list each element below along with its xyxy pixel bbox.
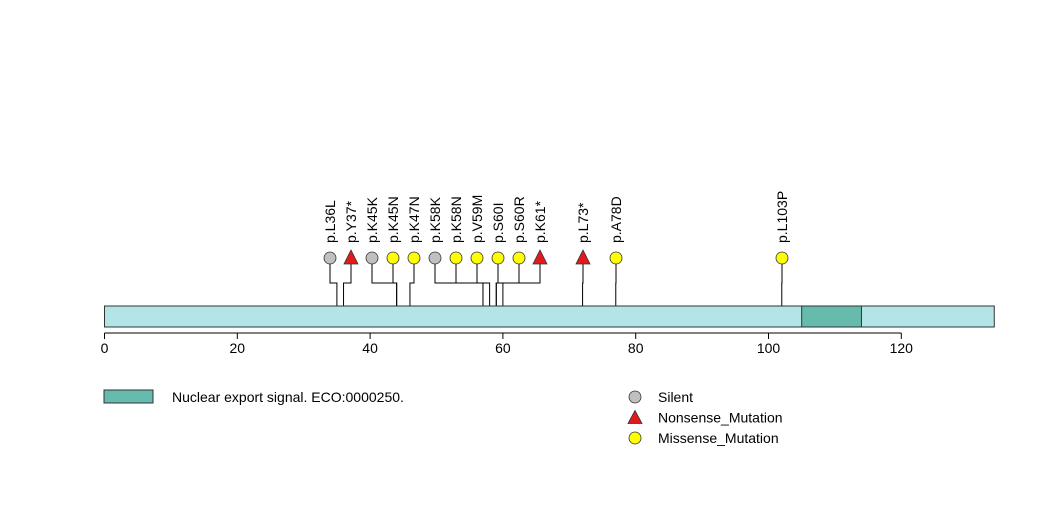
mutation-label-11: p.L73* [575, 202, 591, 243]
x-axis: 0 20 40 60 80 100 120 [101, 332, 914, 356]
x-tick-label-20: 20 [230, 340, 246, 356]
mutation-marker-1 [343, 249, 359, 265]
legend-type-marker-2 [628, 431, 642, 445]
mutation-marker-7 [470, 251, 484, 265]
mutation-marker-5 [428, 251, 442, 265]
mutation-label-12: p.A78D [608, 196, 624, 243]
mutation-marker-8 [491, 251, 505, 265]
mutation-label-10: p.K61* [532, 200, 548, 243]
legend-type-label-1: Nonsense_Mutation [658, 410, 783, 426]
mutation-label-6: p.K58N [448, 196, 464, 243]
mutation-label-5: p.K58K [427, 196, 443, 243]
mutation-stems [329, 258, 783, 306]
x-tick-label-80: 80 [628, 340, 644, 356]
protein-backbone-group [104, 305, 995, 328]
mutation-label-0: p.L36L [322, 200, 338, 243]
mutation-marker-4 [407, 251, 421, 265]
x-tick-label-100: 100 [757, 340, 781, 356]
mutation-label-9: p.S60R [511, 196, 527, 243]
mutation-stem-7 [476, 258, 491, 306]
x-tick-label-40: 40 [362, 340, 378, 356]
mutation-stem-10 [502, 258, 541, 306]
mutation-markers [323, 249, 789, 265]
mutation-labels: p.L36L p.Y37* p.K45K p.K45N p.K47N p.K58K p.K5… [322, 191, 790, 243]
legend-type-label-0: Silent [658, 389, 693, 405]
mutation-label-4: p.K47N [406, 196, 422, 243]
mutation-marker-3 [386, 251, 400, 265]
mutation-marker-11 [575, 249, 591, 265]
legend-type-marker-1 [627, 409, 643, 424]
legend-domain-label-0: Nuclear export signal. ECO:0000250. [172, 389, 404, 405]
mutation-marker-10 [532, 249, 548, 265]
mutation-label-2: p.K45K [364, 196, 380, 243]
mutation-stem-6 [455, 258, 484, 306]
mutation-stem-4 [409, 258, 415, 306]
legend-type-label-2: Missense_Mutation [658, 430, 779, 446]
mutation-stem-0 [329, 258, 338, 306]
mutation-marker-9 [512, 251, 526, 265]
mutation-label-7: p.V59M [469, 195, 485, 243]
mutation-marker-6 [449, 251, 463, 265]
mutation-stem-5 [434, 258, 484, 306]
mutation-label-8: p.S60I [490, 203, 506, 243]
domain-rect-0 [801, 305, 862, 328]
x-tick-label-120: 120 [890, 340, 914, 356]
mutation-stem-1 [343, 258, 352, 306]
mutation-stem-9 [495, 258, 520, 306]
mutation-label-1: p.Y37* [343, 200, 359, 243]
mutation-marker-12 [609, 251, 623, 265]
mutation-label-3: p.K45N [385, 196, 401, 243]
x-tick-label-0: 0 [101, 340, 109, 356]
mutation-label-13: p.L103P [774, 191, 790, 243]
legend-type-marker-0 [628, 390, 642, 404]
mutation-marker-13 [775, 251, 789, 265]
legend-domain-swatch-0 [103, 389, 154, 404]
mutation-marker-2 [365, 251, 379, 265]
mutation-marker-0 [323, 251, 337, 265]
legend: Nuclear export signal. ECO:0000250. Silen… [103, 389, 783, 446]
x-tick-label-60: 60 [495, 340, 511, 356]
mutation-stem-3 [392, 258, 398, 306]
protein-backbone [104, 305, 995, 328]
